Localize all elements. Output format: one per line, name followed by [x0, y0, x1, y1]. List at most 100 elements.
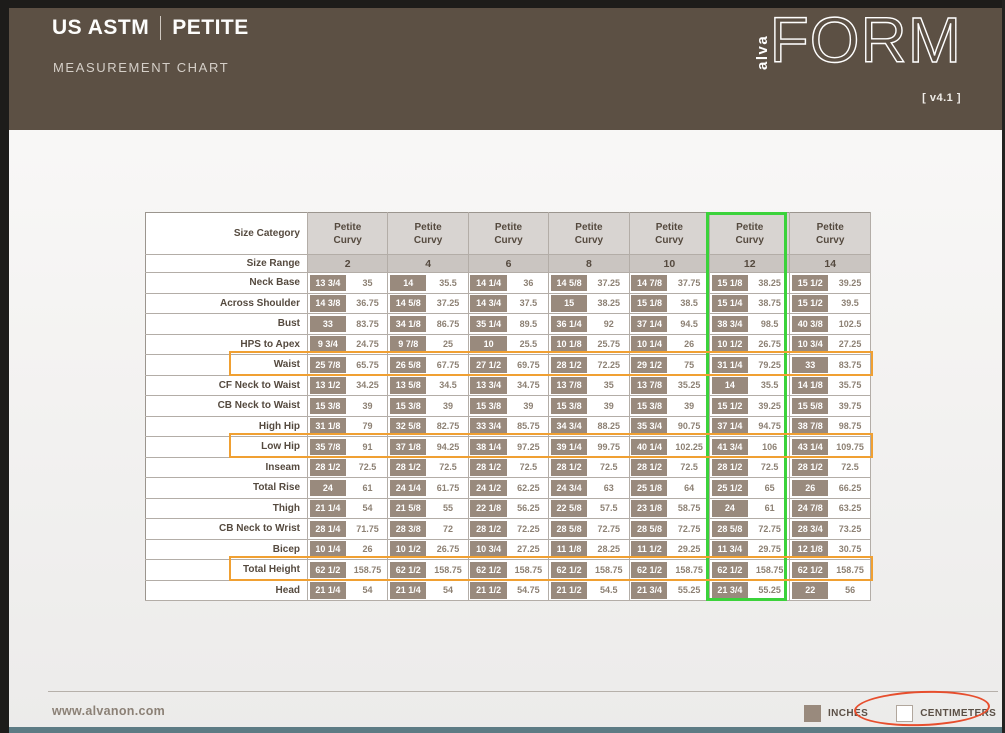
inches-value-cell: 36 1/4 [549, 314, 589, 335]
inches-value-cell: 10 1/2 [710, 334, 750, 355]
inches-value-cell: 13 7/8 [549, 375, 589, 396]
centimeters-value-cell: 158.75 [347, 559, 389, 580]
centimeters-value-cell: 54.5 [588, 580, 630, 601]
measurement-row: Bicep 10 1/4 26 10 1/2 26.75 10 3/4 27.25 11 1/… [145, 539, 872, 560]
centimeters-value-cell: 62.25 [508, 477, 550, 498]
centimeters-value-cell: 79.25 [749, 354, 791, 375]
inches-value-cell: 33 [308, 314, 348, 335]
measurement-row: Inseam 28 1/2 72.5 28 1/2 72.5 28 1/2 72.5 28 1… [145, 457, 872, 478]
inches-value-cell: 15 1/2 [790, 273, 830, 294]
centimeters-value-cell: 158.75 [830, 559, 872, 580]
inches-value-cell: 14 1/8 [790, 375, 830, 396]
measurement-row: CF Neck to Waist 13 1/2 34.25 13 5/8 34.5 13 … [145, 375, 872, 396]
centimeters-value-cell: 57.5 [588, 498, 630, 519]
size-category-label: Size Category [145, 212, 308, 255]
inches-value-cell: 38 1/4 [468, 437, 508, 458]
centimeters-value-cell: 35.5 [428, 272, 469, 293]
inches-value-cell: 28 1/2 [549, 355, 589, 376]
inches-value-cell: 15 3/8 [308, 396, 348, 417]
inches-value-cell: 21 1/4 [308, 580, 348, 601]
inches-value-cell: 24 1/4 [388, 478, 428, 499]
measurement-row: Head 21 1/4 54 21 1/4 54 21 1/2 54.75 21 1/2 54.… [145, 580, 872, 601]
centimeters-value-cell: 55.25 [749, 580, 791, 601]
centimeters-value-cell: 102.5 [830, 313, 872, 334]
size-category-cell: Petite Curvy [629, 212, 711, 255]
inches-value-cell: 28 5/8 [629, 519, 669, 540]
centimeters-value-cell: 26.75 [428, 539, 469, 560]
inches-value-cell: 37 1/4 [629, 314, 669, 335]
website-link[interactable]: www.alvanon.com [52, 704, 166, 718]
inches-value-cell: 23 1/8 [629, 498, 669, 519]
measurement-label: Neck Base [145, 272, 308, 293]
inches-value-cell: 22 5/8 [549, 498, 589, 519]
centimeters-value-cell: 54 [347, 498, 389, 519]
inches-label: INCHES [828, 708, 869, 719]
centimeters-value-cell: 35.75 [830, 375, 872, 396]
centimeters-value-cell: 79 [347, 416, 389, 437]
centimeters-value-cell: 158.75 [588, 559, 630, 580]
inches-value-cell: 37 1/4 [710, 416, 750, 437]
title-standard: US ASTM [52, 16, 150, 39]
inches-value-cell: 28 1/2 [549, 457, 589, 478]
units-legend: INCHES CENTIMETERS [804, 705, 996, 722]
centimeters-value-cell: 39 [588, 395, 630, 416]
inches-value-cell: 35 3/4 [629, 416, 669, 437]
size-range-cell: 10 [629, 254, 711, 273]
measurement-label: Bust [145, 313, 308, 334]
inches-value-cell: 15 1/8 [629, 293, 669, 314]
inches-value-cell: 25 1/8 [629, 478, 669, 499]
centimeters-value-cell: 37.5 [508, 293, 550, 314]
size-category-cell: Petite Curvy [387, 212, 469, 255]
inches-value-cell: 33 [790, 355, 830, 376]
inches-value-cell: 14 3/8 [308, 293, 348, 314]
centimeters-value-cell: 61 [749, 498, 791, 519]
size-category-row: Size Category Petite Curvy Petite Curvy Pet… [145, 212, 871, 255]
size-range-row: Size Range 2 4 6 8 10 12 14 [145, 254, 871, 273]
inches-value-cell: 34 1/8 [388, 314, 428, 335]
inches-value-cell: 24 [710, 498, 750, 519]
centimeters-value-cell: 72.75 [588, 518, 630, 539]
inches-value-cell: 11 1/2 [629, 539, 669, 560]
inches-value-cell: 14 [710, 375, 750, 396]
centimeters-value-cell: 35 [347, 272, 389, 293]
inches-value-cell: 12 1/8 [790, 539, 830, 560]
centimeters-value-cell: 55.25 [669, 580, 711, 601]
inches-value-cell: 28 3/8 [388, 519, 428, 540]
centimeters-value-cell: 34.25 [347, 375, 389, 396]
centimeters-value-cell: 97.25 [508, 436, 550, 457]
measurement-row: Total Rise 24 61 24 1/4 61.75 24 1/2 62.25 24 3… [145, 477, 872, 499]
inches-value-cell: 25 7/8 [308, 355, 348, 376]
centimeters-value-cell: 39.5 [830, 293, 872, 314]
inches-value-cell: 38 7/8 [790, 416, 830, 437]
footer-separator [48, 691, 998, 692]
inches-value-cell: 62 1/2 [790, 560, 830, 581]
measurement-row: High Hip 31 1/8 79 32 5/8 82.75 33 3/4 85.75 34… [145, 416, 872, 437]
size-range-cell: 12 [709, 254, 791, 273]
inches-value-cell: 9 3/4 [308, 334, 348, 355]
inches-value-cell: 11 3/4 [710, 539, 750, 560]
size-category-cell: Petite Curvy [709, 212, 791, 255]
inches-swatch[interactable] [804, 705, 821, 722]
centimeters-value-cell: 98.75 [830, 416, 872, 437]
inches-value-cell: 28 1/2 [710, 457, 750, 478]
centimeters-value-cell: 73.25 [830, 518, 872, 539]
centimeters-value-cell: 66.25 [830, 477, 872, 498]
centimeters-value-cell: 38.5 [669, 293, 711, 314]
measurement-label: Total Height [145, 559, 308, 580]
centimeters-value-cell: 72.5 [830, 457, 872, 478]
centimeters-value-cell: 61 [347, 477, 389, 498]
inches-value-cell: 21 5/8 [388, 498, 428, 519]
centimeters-value-cell: 91 [347, 436, 389, 457]
inches-value-cell: 14 5/8 [549, 273, 589, 294]
inches-value-cell: 14 1/4 [468, 273, 508, 294]
inches-value-cell: 13 5/8 [388, 375, 428, 396]
centimeters-value-cell: 61.75 [428, 477, 469, 498]
centimeters-value-cell: 85.75 [508, 416, 550, 437]
inches-value-cell: 28 1/2 [790, 457, 830, 478]
inches-value-cell: 10 1/4 [629, 334, 669, 355]
centimeters-checkbox[interactable] [896, 705, 914, 722]
measurement-label: High Hip [145, 416, 308, 437]
centimeters-value-cell: 38.25 [749, 272, 791, 293]
size-category-cell: Petite Curvy [468, 212, 550, 255]
inches-value-cell: 62 1/2 [549, 560, 589, 581]
